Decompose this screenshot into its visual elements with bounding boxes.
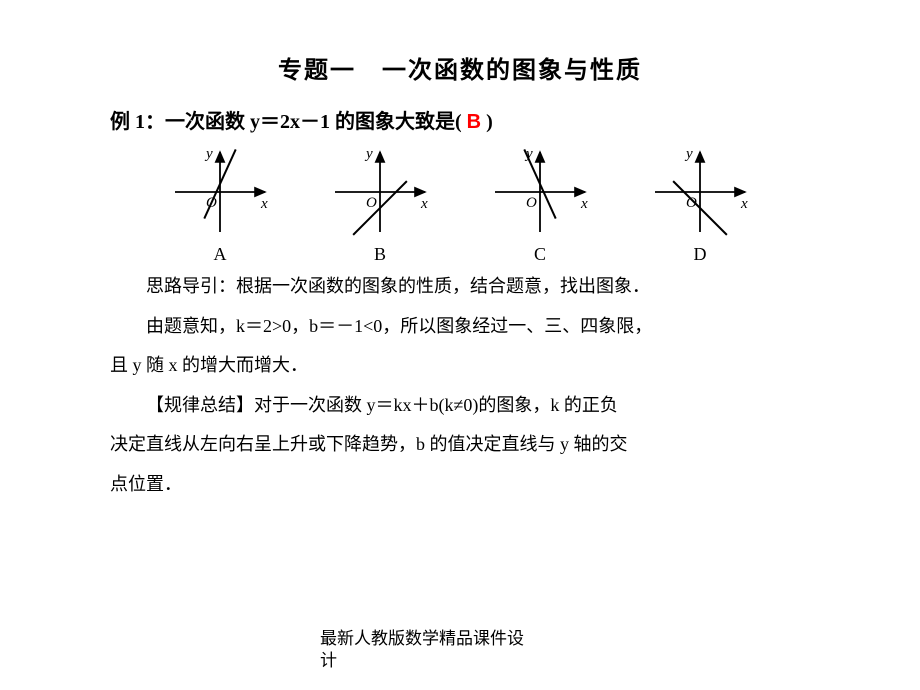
graph-option: y x O A <box>160 142 280 265</box>
graph-svg: y x O <box>480 142 600 242</box>
graph-svg: y x O <box>640 142 760 242</box>
example-suffix: ) <box>486 111 493 133</box>
graph-label: A <box>160 244 280 265</box>
svg-text:y: y <box>204 146 213 162</box>
paragraph: 由题意知，k＝2>0，b＝－1<0，所以图象经过一、三、四象限， <box>110 307 810 347</box>
svg-text:O: O <box>206 195 217 211</box>
graph-options-row: y x O Ay x O By x O Cy x O D <box>140 142 780 265</box>
paragraph: 点位置． <box>110 465 810 505</box>
svg-text:O: O <box>526 195 537 211</box>
graph-option: y x O B <box>320 142 440 265</box>
svg-text:x: x <box>260 196 268 212</box>
paragraph: 【规律总结】对于一次函数 y＝kx＋b(k≠0)的图象，k 的正负 <box>110 386 810 426</box>
example-answer: B <box>467 111 481 133</box>
svg-text:x: x <box>420 196 428 212</box>
graph-label: C <box>480 244 600 265</box>
svg-text:x: x <box>740 196 748 212</box>
example-statement: 例 1：一次函数 y＝2x－1 的图象大致是( B ) <box>110 105 810 134</box>
footer: 最新人教版数学精品课件设 计 <box>320 628 524 672</box>
footer-line: 计 <box>320 650 524 672</box>
page-title: 专题一 一次函数的图象与性质 <box>110 50 810 85</box>
graph-option: y x O C <box>480 142 600 265</box>
example-prefix: 例 1：一次函数 y＝2x－1 的图象大致是( <box>110 111 462 133</box>
footer-line: 最新人教版数学精品课件设 <box>320 628 524 650</box>
paragraph: 且 y 随 x 的增大而增大． <box>110 346 810 386</box>
svg-text:y: y <box>684 146 693 162</box>
svg-text:x: x <box>580 196 588 212</box>
graph-option: y x O D <box>640 142 760 265</box>
paragraph: 决定直线从左向右呈上升或下降趋势，b 的值决定直线与 y 轴的交 <box>110 425 810 465</box>
graph-svg: y x O <box>160 142 280 242</box>
graph-label: B <box>320 244 440 265</box>
graph-label: D <box>640 244 760 265</box>
svg-text:O: O <box>366 195 377 211</box>
svg-text:y: y <box>524 146 533 162</box>
body-text: 思路导引：根据一次函数的图象的性质，结合题意，找出图象． 由题意知，k＝2>0，… <box>110 267 810 505</box>
svg-text:y: y <box>364 146 373 162</box>
graph-svg: y x O <box>320 142 440 242</box>
svg-text:O: O <box>686 195 697 211</box>
paragraph: 思路导引：根据一次函数的图象的性质，结合题意，找出图象． <box>110 267 810 307</box>
